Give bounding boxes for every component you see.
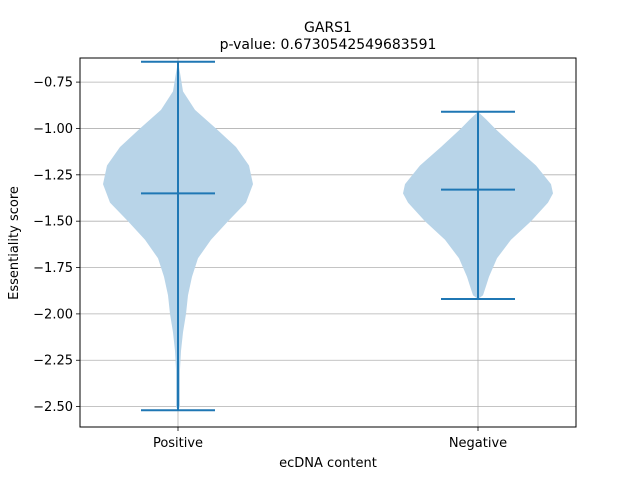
x-axis-label: ecDNA content [279,456,377,471]
violin-lines-negative [441,110,515,301]
chart-subtitle: p-value: 0.6730542549683591 [220,37,437,53]
y-tick-label: −1.75 [33,261,73,276]
y-axis-label: Essentiality score [7,186,22,300]
chart-title: GARS1 [304,20,352,36]
y-tick-label: −1.25 [33,168,73,183]
tick-layer: −0.75 −1.00 −1.25 −1.50 −1.75 −2.00 −2.25 −2.50… [33,76,507,451]
y-tick-label: −1.00 [33,122,73,137]
y-tick-label: −2.50 [33,400,73,415]
violin-layer [103,60,553,412]
y-tick-label: −1.50 [33,215,73,230]
violin-lines-positive [141,60,215,412]
x-tick-label: Negative [449,436,507,451]
y-tick-label: −2.00 [33,307,73,322]
y-tick-label: −2.25 [33,354,73,369]
y-tick-label: −0.75 [33,76,73,91]
plot-frame [79,57,577,428]
x-tick-label: Positive [153,436,203,451]
